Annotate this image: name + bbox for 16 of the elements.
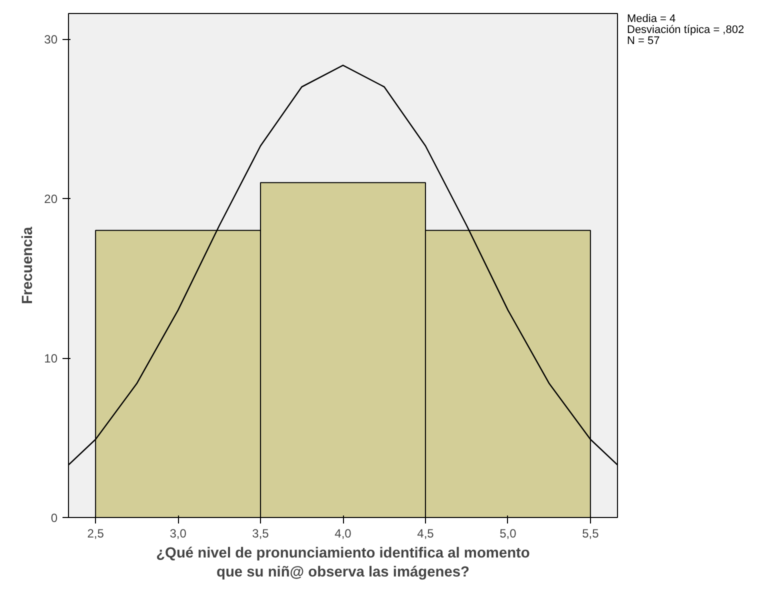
text: Desviación típica = ,802 — [627, 24, 744, 36]
x-tick-label: 3,0 — [170, 526, 187, 540]
y-tick-label: 20 — [44, 192, 58, 206]
x-tick-label: 5,5 — [582, 526, 600, 540]
x-tick-label: 5,0 — [500, 526, 517, 540]
text: Media = 4 — [627, 13, 676, 25]
x-tick-label: 4,0 — [334, 526, 352, 540]
x-tick-label: 3,5 — [252, 526, 270, 540]
y-tick-label: 0 — [50, 511, 58, 525]
y-tick-label: 30 — [44, 32, 58, 47]
y-axis-title: Frecuencia — [20, 226, 36, 304]
x-tick-label: 4,5 — [417, 526, 434, 540]
y-tick-label: 10 — [44, 352, 58, 366]
text: N = 57 — [627, 35, 660, 47]
x-axis-title: ¿Qué nivel de pronunciamiento identifica al momento que su niñ@ observa las imágenes? — [156, 546, 530, 581]
x-tick-label: 2,5 — [87, 526, 104, 540]
